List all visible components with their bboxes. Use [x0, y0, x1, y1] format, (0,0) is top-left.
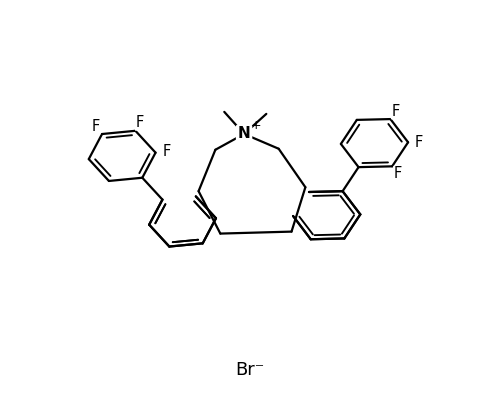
Text: F: F	[136, 115, 144, 130]
Text: F: F	[392, 104, 400, 119]
Text: N: N	[238, 127, 250, 142]
Text: F: F	[92, 119, 100, 134]
Text: F: F	[415, 135, 423, 149]
Text: F: F	[394, 166, 402, 182]
Text: +: +	[251, 119, 262, 132]
Text: F: F	[162, 144, 170, 159]
Text: Br⁻: Br⁻	[236, 361, 264, 379]
